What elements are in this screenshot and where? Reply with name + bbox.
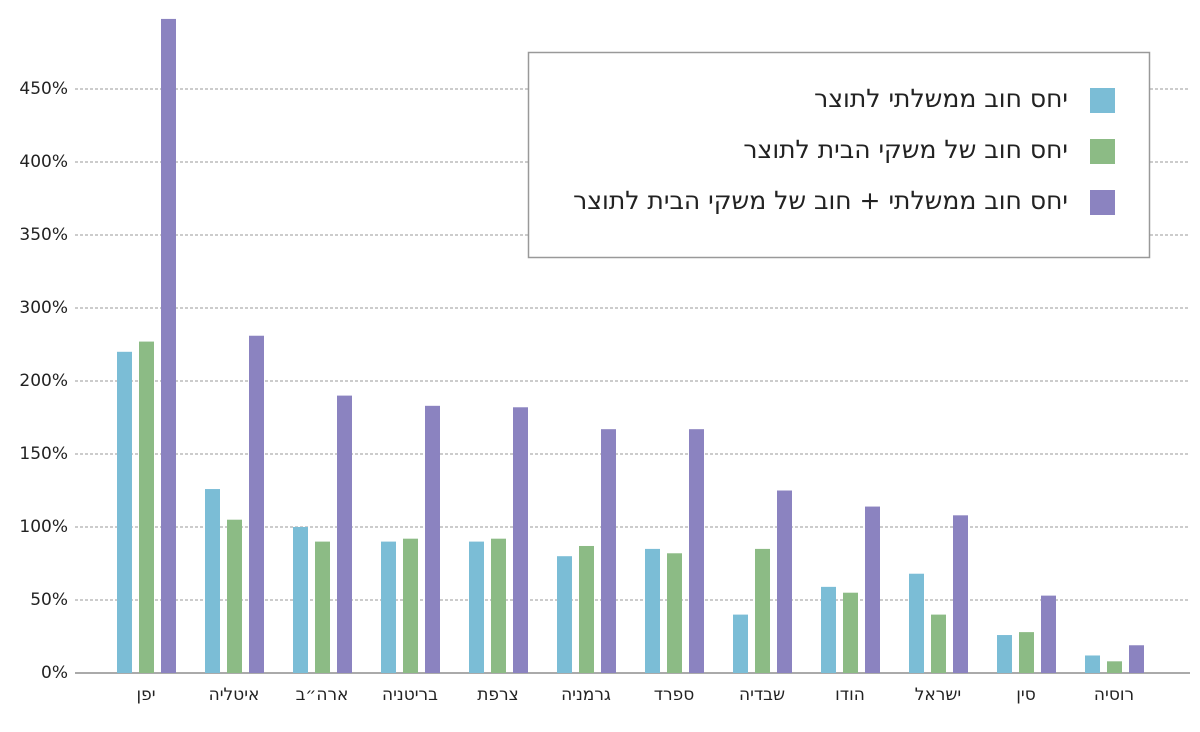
bar xyxy=(667,553,682,673)
y-tick-label: 0% xyxy=(41,663,68,683)
legend-swatch xyxy=(1090,190,1115,215)
bar xyxy=(469,541,484,673)
x-tick-label: הודו xyxy=(835,685,865,705)
bar xyxy=(1041,595,1056,673)
bar xyxy=(821,586,836,673)
bar xyxy=(865,506,880,673)
legend-label: יחס חוב של משקי הבית לתוצר xyxy=(743,135,1068,164)
bar xyxy=(425,405,440,673)
x-tick-label: יפן xyxy=(136,685,155,705)
bar xyxy=(293,527,308,673)
y-tick-label: 150% xyxy=(19,444,68,464)
y-tick-label: 350% xyxy=(19,225,68,245)
bar xyxy=(931,614,946,673)
y-tick-label: 300% xyxy=(19,298,68,318)
y-tick-label: 400% xyxy=(19,152,68,172)
bar xyxy=(161,18,176,674)
bar xyxy=(513,407,528,673)
bar xyxy=(1019,632,1034,673)
x-tick-label: סין xyxy=(1016,685,1035,705)
x-tick-label: צרפת xyxy=(477,685,518,705)
bar xyxy=(1085,655,1100,673)
legend-label: יחס חוב ממשלתי לתוצר xyxy=(814,84,1068,113)
bar xyxy=(843,592,858,673)
bar xyxy=(337,395,352,673)
bar xyxy=(1107,661,1122,673)
bar xyxy=(953,515,968,673)
bar xyxy=(205,489,220,673)
bar xyxy=(579,545,594,673)
bar xyxy=(315,541,330,673)
bar xyxy=(403,538,418,673)
bar xyxy=(557,556,572,673)
bar xyxy=(777,490,792,673)
bar xyxy=(491,538,506,673)
legend-swatch xyxy=(1090,139,1115,164)
x-tick-label: ארה״ב xyxy=(296,685,349,705)
bar xyxy=(909,573,924,673)
bar xyxy=(689,429,704,673)
bar xyxy=(755,548,770,673)
x-tick-label: גרמניה xyxy=(561,685,611,705)
bar xyxy=(139,341,154,673)
bar xyxy=(227,519,242,673)
x-tick-label: ספרד xyxy=(654,685,695,705)
x-tick-label: בריטניה xyxy=(382,685,438,705)
y-tick-label: 200% xyxy=(19,371,68,391)
y-tick-label: 450% xyxy=(19,79,68,99)
bar xyxy=(1129,645,1144,673)
bar xyxy=(997,635,1012,673)
y-tick-label: 100% xyxy=(19,517,68,537)
bar xyxy=(249,335,264,673)
bar xyxy=(117,351,132,673)
x-tick-label: ישראל xyxy=(915,685,961,705)
legend-box xyxy=(527,51,1151,259)
y-tick-label: 50% xyxy=(30,590,68,610)
bar xyxy=(601,429,616,673)
legend-swatch xyxy=(1090,88,1115,113)
x-tick-label: רוסיה xyxy=(1094,685,1134,705)
x-tick-label: איטליה xyxy=(209,685,260,705)
x-tick-label: שבדיה xyxy=(739,685,785,705)
legend-label: יחס חוב ממשלתי + חוב של משקי הבית לתוצר xyxy=(573,186,1068,215)
bar xyxy=(381,541,396,673)
bar xyxy=(733,614,748,673)
bar xyxy=(645,548,660,673)
